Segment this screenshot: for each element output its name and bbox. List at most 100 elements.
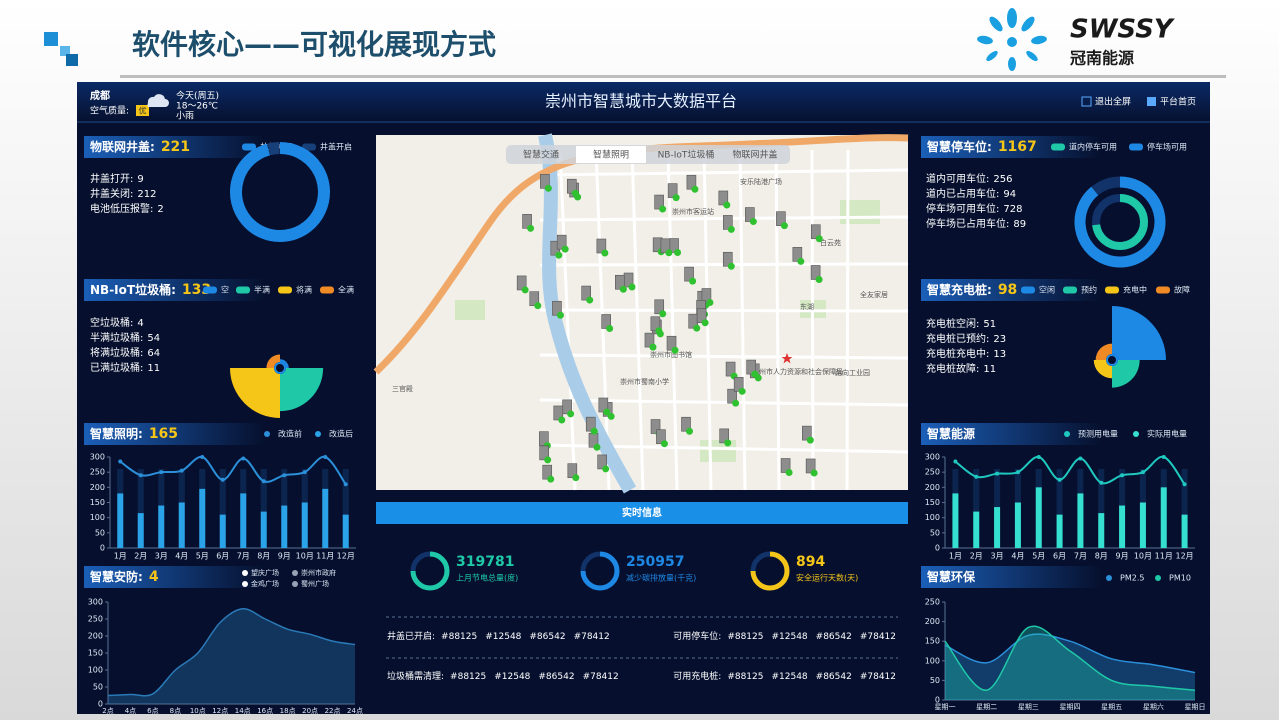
map-marker-dot[interactable] (665, 249, 673, 257)
map-marker-dot[interactable] (655, 327, 663, 335)
map-tab[interactable]: NB-IoT垃圾桶 (658, 149, 715, 161)
map-marker-dot[interactable] (649, 343, 657, 351)
map-marker-dot[interactable] (749, 218, 757, 226)
map-marker-dot[interactable] (706, 299, 714, 307)
map-marker-dot[interactable] (727, 225, 735, 233)
map-tab[interactable]: 智慧交通 (523, 149, 559, 161)
x-tick-label: 5月 (196, 552, 209, 561)
map-marker-dot[interactable] (555, 251, 563, 259)
map-marker-dot[interactable] (534, 302, 542, 310)
map-marker-dot[interactable] (738, 387, 746, 395)
map-marker-dot[interactable] (797, 257, 805, 265)
map-marker-dot[interactable] (607, 412, 615, 420)
map-street (558, 149, 577, 491)
map-marker-dot[interactable] (603, 408, 611, 416)
map-marker-dot[interactable] (606, 324, 614, 332)
panel-count: 98 (998, 282, 1017, 298)
logo-petal (977, 35, 993, 45)
rose-sector (1095, 343, 1112, 360)
y-tick-label: 100 (90, 513, 105, 522)
map-marker-dot[interactable] (674, 249, 682, 257)
row-code: #12548 (771, 672, 807, 682)
gauge-value: 894 (796, 554, 825, 570)
map-marker-dot[interactable] (527, 224, 535, 232)
map-marker-dot[interactable] (544, 456, 552, 464)
stat-value: 23 (993, 334, 1006, 345)
map-marker-dot[interactable] (586, 296, 594, 304)
map-marker-dot[interactable] (691, 185, 699, 193)
donut-segment (230, 142, 330, 242)
map-marker-dot[interactable] (660, 440, 668, 448)
map-marker-dot[interactable] (593, 443, 601, 451)
bar (199, 488, 206, 548)
map-marker-dot[interactable] (602, 465, 610, 473)
map-marker-dot[interactable] (672, 194, 680, 202)
rose-sector (280, 368, 324, 412)
map-marker-dot[interactable] (558, 416, 566, 424)
x-tick-label: 11月 (1155, 552, 1173, 561)
map-marker-dot[interactable] (547, 475, 555, 483)
x-tick-label: 4月 (1011, 552, 1024, 561)
map-marker-dot[interactable] (806, 436, 814, 444)
map-tab[interactable]: 智慧照明 (593, 149, 629, 161)
x-tick-label: 9月 (278, 552, 291, 561)
brand: SWSSY (1070, 15, 1176, 45)
map-marker-dot[interactable] (780, 222, 788, 230)
map-marker-dot[interactable] (815, 235, 823, 243)
map-marker-dot[interactable] (689, 277, 697, 285)
map-marker-dot[interactable] (590, 427, 598, 435)
y-tick-label: 50 (930, 528, 940, 537)
map-marker-dot[interactable] (572, 474, 580, 482)
stat-value: 212 (137, 189, 156, 200)
row-code: #78412 (860, 672, 896, 682)
map-marker-dot[interactable] (659, 205, 667, 213)
map-place: 崇州市蜀南小学 (620, 377, 669, 386)
weather-temp: 18～26℃ (176, 102, 218, 112)
y-tick-label: 250 (925, 468, 940, 477)
x-tick-label: 11月 (316, 552, 334, 561)
map-marker-dot[interactable] (521, 286, 529, 294)
map-street (539, 308, 909, 313)
legend-label: PM2.5 (1120, 574, 1144, 583)
map-marker-dot[interactable] (724, 439, 732, 447)
gauge-arc (410, 551, 450, 591)
legend-swatch (292, 581, 298, 587)
logo-petal (1026, 50, 1038, 62)
button-exit-fullscreen[interactable]: 退出全屏 (1095, 96, 1131, 108)
legend-swatch (1105, 286, 1119, 294)
map-marker-dot[interactable] (701, 319, 709, 327)
title-icon (66, 54, 78, 66)
bar (219, 514, 226, 548)
map-marker-dot[interactable] (571, 189, 579, 197)
map-marker-dot[interactable] (751, 370, 759, 378)
map-marker-dot[interactable] (693, 324, 701, 332)
stat-label: 充电桩故障: (926, 362, 979, 375)
button-home[interactable]: 平台首页 (1160, 96, 1196, 108)
map-marker-dot[interactable] (628, 283, 636, 291)
map-marker-dot[interactable] (601, 249, 609, 257)
legend-swatch (1051, 143, 1065, 151)
map-marker-dot[interactable] (567, 410, 575, 418)
stat-label: 井盖关闭: (90, 187, 133, 200)
map-marker-dot[interactable] (815, 275, 823, 283)
map-marker-dot[interactable] (686, 427, 694, 435)
map-marker-dot[interactable] (659, 310, 667, 318)
line-point (241, 456, 246, 461)
map-marker-dot[interactable] (671, 346, 679, 354)
map-tab[interactable]: 物联网井盖 (732, 149, 777, 161)
map-marker-dot[interactable] (727, 262, 735, 270)
map-marker-dot[interactable] (544, 184, 552, 192)
map-marker-dot[interactable] (810, 469, 818, 477)
bar (1181, 514, 1188, 548)
bar-track (219, 469, 226, 548)
map-marker-dot[interactable] (785, 469, 793, 477)
rose-sector (1093, 360, 1112, 379)
header-rule (120, 75, 1226, 78)
gauge-label: 上月节电总量(度) (456, 573, 518, 583)
map-marker-dot[interactable] (723, 201, 731, 209)
map-marker-dot[interactable] (619, 285, 627, 293)
bar (301, 502, 308, 548)
map-marker-dot[interactable] (556, 311, 564, 319)
map-marker-dot[interactable] (732, 399, 740, 407)
map-marker-dot[interactable] (561, 245, 569, 253)
